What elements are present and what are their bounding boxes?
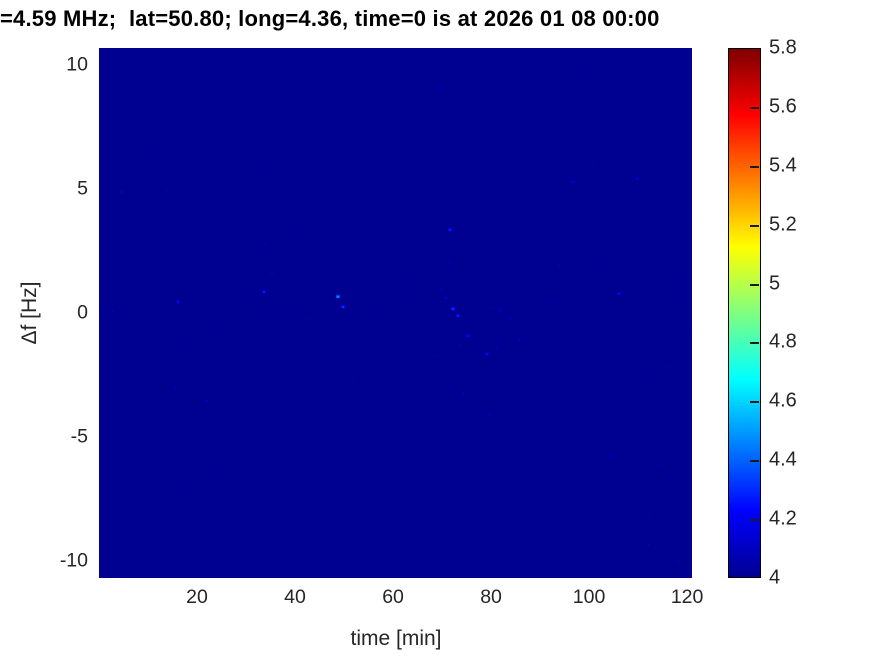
- x-tick-label: 80: [480, 586, 502, 608]
- colorbar-tick-mark: [750, 165, 759, 168]
- colorbar-tick-label: 4.6: [769, 389, 797, 412]
- colorbar-tick-mark: [750, 283, 759, 286]
- x-tick-label: 100: [572, 586, 606, 608]
- y-tick-label: 10: [66, 53, 88, 76]
- x-tick-label: 20: [186, 586, 208, 608]
- colorbar-tick-mark: [750, 342, 759, 345]
- x-tick-label: 120: [670, 586, 704, 608]
- colorbar-tick-mark: [750, 106, 759, 109]
- colorbar-tick-label: 5.6: [769, 95, 797, 118]
- y-tick-label: 0: [77, 301, 88, 324]
- colorbar-tick-mark: [750, 224, 759, 227]
- heatmap-canvas: [99, 48, 692, 578]
- colorbar-tick-label: 5.4: [769, 154, 797, 177]
- colorbar-tick-label: 5.8: [769, 36, 797, 59]
- x-tick-label: 60: [382, 586, 404, 608]
- colorbar-tick-mark: [750, 401, 759, 404]
- colorbar-tick-label: 5: [769, 272, 781, 295]
- y-tick-label: 5: [77, 177, 88, 200]
- colorbar-tick-label: 4.4: [769, 448, 797, 471]
- colorbar-tick-label: 5.2: [769, 213, 797, 236]
- colorbar-tick-label: 4.2: [769, 507, 797, 530]
- colorbar-tick-mark: [750, 519, 759, 522]
- figure-title: =4.59 MHz; lat=50.80; long=4.36, time=0 …: [0, 6, 660, 31]
- x-axis-label: time [min]: [350, 627, 442, 650]
- heatmap-plot-area: [99, 48, 692, 578]
- colorbar-tick-label: 4: [769, 566, 781, 589]
- y-tick-label: -5: [70, 425, 88, 448]
- x-tick-label: 40: [284, 586, 306, 608]
- colorbar-tick-mark: [750, 460, 759, 463]
- colorbar: [728, 48, 761, 578]
- colorbar-tick-label: 4.8: [769, 330, 797, 353]
- y-tick-label: -10: [59, 549, 88, 572]
